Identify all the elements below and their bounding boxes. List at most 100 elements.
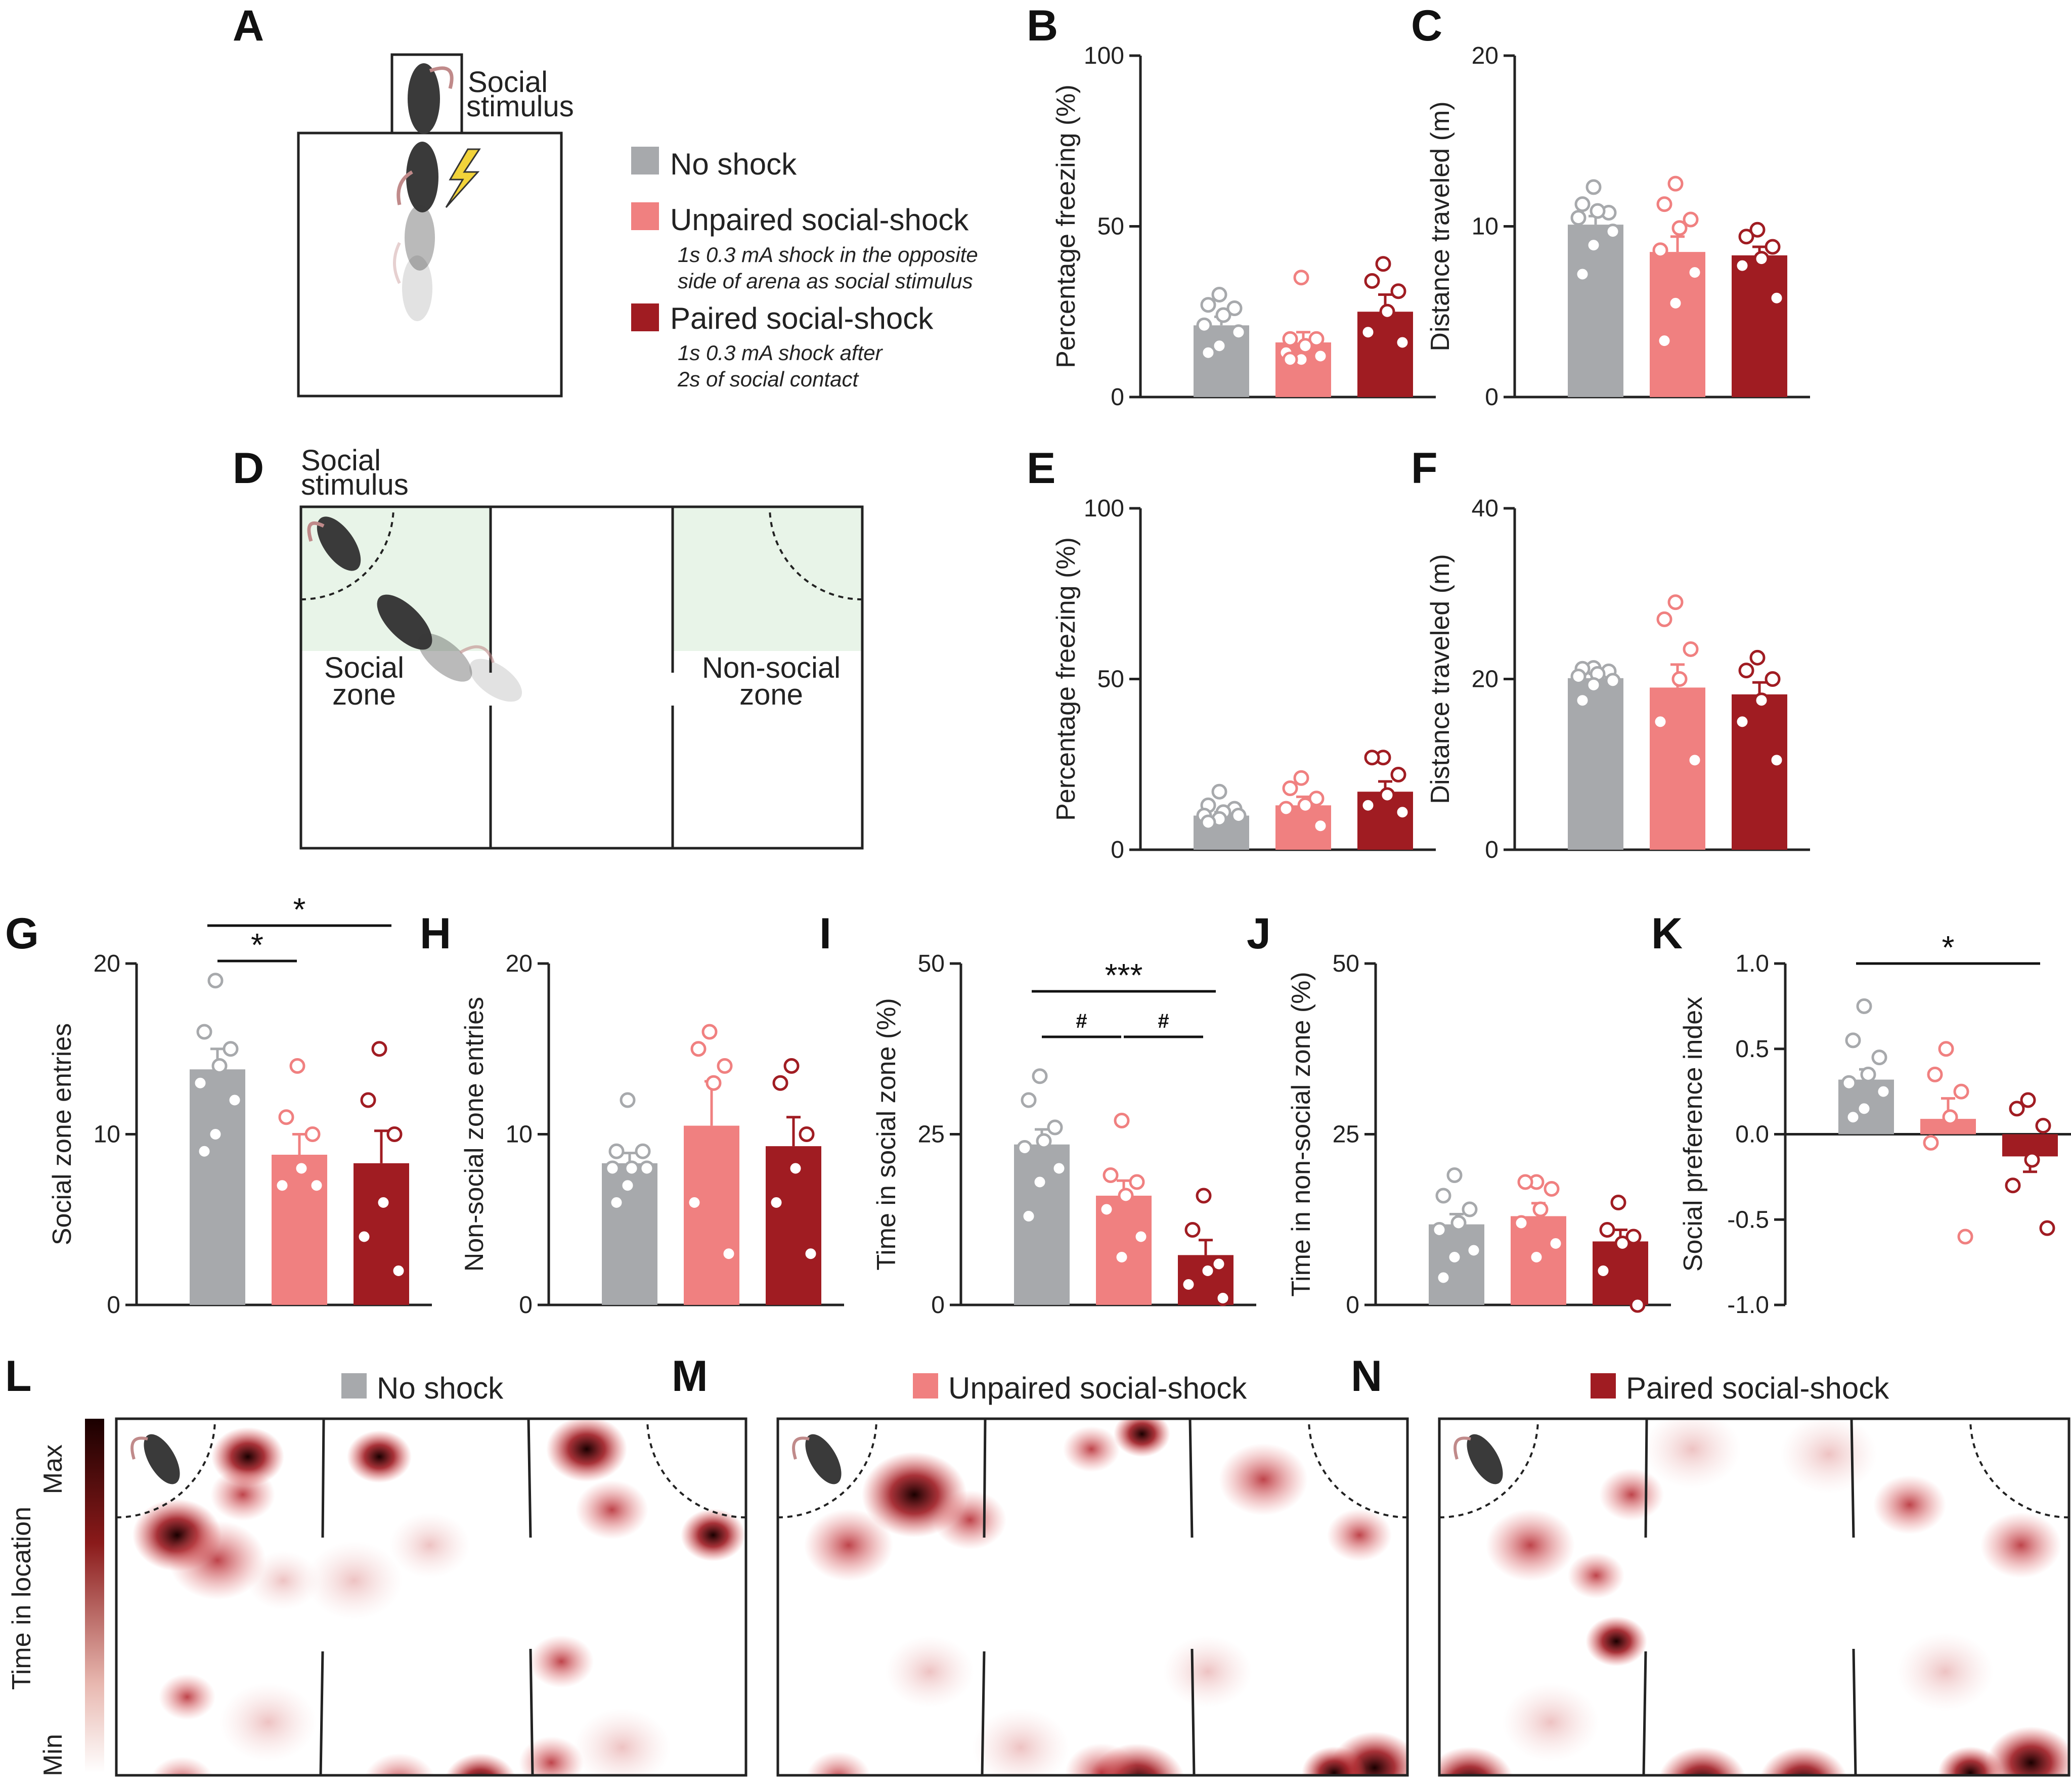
arena-wall — [1850, 1418, 1855, 1538]
heatmap-hotspot — [364, 1753, 435, 1775]
data-point — [1360, 797, 1376, 813]
y-tick-label: 25 — [918, 1121, 945, 1148]
heatmap-hotspot — [1302, 1746, 1367, 1775]
data-point — [1734, 257, 1750, 274]
data-point — [1364, 273, 1380, 289]
heatmap-hotspot — [546, 1419, 627, 1482]
data-point — [1942, 1109, 1958, 1125]
data-point — [1184, 1222, 1201, 1238]
panel-label-c: C — [1411, 2, 1442, 50]
data-point — [1687, 265, 1703, 281]
data-point — [1687, 752, 1703, 768]
social-cup-outline — [300, 506, 394, 600]
data-point — [624, 1160, 640, 1176]
heatmap-hotspot — [247, 1551, 320, 1610]
heatmap-hotspot — [1938, 1746, 2003, 1775]
data-point — [375, 1195, 391, 1210]
y-axis-label: Percentage freezing (%) — [1051, 537, 1081, 821]
empty-cup-outline — [769, 506, 863, 600]
heatmap-hotspot — [934, 1490, 1006, 1550]
y-tick-label: 100 — [1084, 42, 1124, 69]
data-point — [274, 1177, 290, 1194]
data-point — [1032, 1174, 1048, 1190]
heatmap-hotspot — [305, 1541, 403, 1620]
heatmap-title-swatch — [913, 1373, 938, 1398]
heatmap-hotspot — [347, 1430, 412, 1483]
data-point — [701, 1024, 718, 1040]
data-point — [196, 1143, 212, 1159]
panel-label-i: I — [819, 909, 831, 958]
heatmap-hotspot — [1219, 1443, 1308, 1516]
data-point — [1544, 1181, 1560, 1197]
heatmap-hotspot — [574, 1708, 671, 1775]
data-point — [1196, 317, 1212, 333]
bar-no_shock — [190, 1069, 245, 1305]
data-point — [1036, 1133, 1052, 1149]
non-social-zone-shade — [673, 507, 862, 651]
panel-label-g: G — [5, 909, 39, 958]
heatmap-hotspot — [219, 1683, 317, 1762]
data-point — [1051, 1160, 1067, 1176]
panel-label-n: N — [1351, 1352, 1382, 1401]
y-tick-label: 10 — [94, 1121, 120, 1148]
social-cup-outline — [1439, 1418, 1539, 1518]
data-point — [1765, 671, 1781, 687]
data-point — [1282, 352, 1298, 368]
y-tick-label: 0 — [107, 1292, 120, 1319]
data-point — [1769, 752, 1785, 768]
arena-wall — [983, 1418, 987, 1538]
data-point — [1360, 324, 1376, 340]
panel-label-a: A — [233, 2, 264, 50]
legend-paired: Paired social-shock — [670, 301, 934, 335]
data-point — [1293, 770, 1309, 786]
data-point — [1103, 1167, 1119, 1183]
data-point — [1938, 1041, 1954, 1057]
data-point — [1625, 1229, 1642, 1245]
chart-panel-c: C 0 10 20 Distance traveled (m) — [1411, 2, 1810, 411]
data-point — [1312, 348, 1329, 364]
legend-swatch-paired — [631, 303, 659, 331]
data-point — [783, 1058, 800, 1074]
arena-wall — [321, 1418, 325, 1538]
data-point — [1875, 1083, 1891, 1100]
panel-label-e: E — [1027, 444, 1055, 493]
chart-panel-i: I 0 25 50 Time in social zone (%) # # *** — [819, 909, 1256, 1319]
data-point — [772, 1075, 788, 1091]
heatmap-hotspot — [806, 1752, 871, 1775]
y-tick-label: 0 — [1111, 837, 1124, 863]
data-point — [1599, 1222, 1615, 1238]
mouse-icon — [792, 1434, 842, 1484]
data-point — [2035, 1118, 2051, 1134]
heatmap-title-swatch — [341, 1373, 367, 1398]
data-point — [1953, 1083, 1969, 1100]
data-point — [1667, 176, 1684, 192]
y-tick-label: 20 — [94, 950, 120, 977]
data-point — [1738, 229, 1754, 245]
arena-wall — [1191, 1648, 1196, 1776]
heatmap-hotspot — [1897, 1632, 1994, 1711]
mouse-icon — [393, 63, 454, 321]
data-point — [1211, 783, 1227, 800]
panel-label-d: D — [233, 444, 264, 493]
data-point — [1629, 1297, 1646, 1313]
data-point — [360, 1092, 376, 1108]
data-point — [278, 1109, 294, 1125]
data-point — [1462, 1201, 1478, 1217]
data-point — [1585, 237, 1602, 253]
data-point — [1446, 1167, 1463, 1183]
y-tick-label: 20 — [1472, 42, 1499, 69]
heatmap-hotspot — [159, 1674, 215, 1720]
mouse-icon — [307, 516, 522, 702]
bar-no_shock — [1568, 225, 1623, 397]
data-point — [1021, 1208, 1037, 1224]
heatmap-hotspot — [519, 1736, 584, 1775]
data-point — [1656, 196, 1672, 212]
data-point — [1230, 808, 1247, 823]
data-point — [1605, 673, 1621, 689]
data-point — [1312, 818, 1329, 834]
legend-unpaired-desc-1: 1s 0.3 mA shock in the opposite — [678, 243, 978, 267]
significance-label: * — [293, 891, 306, 928]
data-point — [1446, 1249, 1463, 1265]
